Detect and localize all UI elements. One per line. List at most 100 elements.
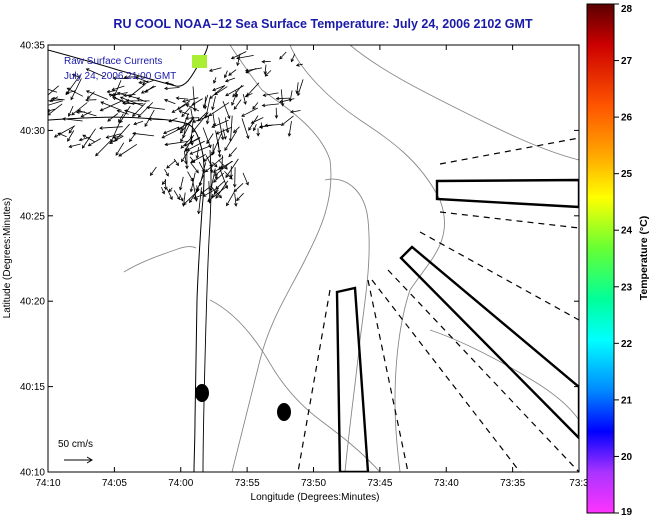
x-tick-label: 74:05	[102, 478, 127, 489]
current-vector-head	[289, 109, 294, 114]
x-tick-label: 73:50	[301, 478, 326, 489]
current-vector	[236, 192, 244, 201]
current-vector	[200, 185, 212, 195]
current-vector-head	[128, 94, 133, 98]
current-vector-head	[136, 97, 140, 101]
current-vector-head	[209, 187, 213, 192]
current-vector	[245, 68, 257, 74]
current-vector	[219, 167, 228, 189]
current-vector	[190, 162, 199, 173]
current-vector-head	[175, 162, 179, 167]
current-vector	[265, 70, 272, 77]
colorbar-tick-label: 21	[621, 395, 633, 406]
current-vector	[222, 128, 226, 140]
current-vector-head	[86, 95, 91, 100]
x-tick-label: 73:40	[434, 478, 459, 489]
current-vector-head	[234, 203, 238, 207]
current-vector	[296, 82, 299, 94]
current-vector	[189, 145, 212, 155]
current-vector-head	[144, 123, 148, 128]
current-vector	[263, 92, 279, 96]
current-vector	[48, 103, 63, 116]
current-vector	[213, 77, 217, 84]
current-vector	[113, 77, 130, 79]
current-vector-head	[49, 98, 54, 102]
current-vector-head	[243, 101, 247, 105]
current-vector-head	[211, 124, 215, 128]
legend-line-1: Raw Surface Currents	[64, 56, 162, 67]
current-vector-head	[122, 101, 126, 106]
current-vector-head	[225, 129, 230, 134]
current-vector-head	[213, 163, 218, 168]
current-vector-head	[261, 59, 266, 64]
current-vector-head	[217, 154, 222, 158]
scale-arrow	[64, 456, 93, 464]
current-vector-head	[218, 166, 222, 171]
current-vector-head	[116, 109, 121, 113]
x-tick-label: 73:55	[235, 478, 260, 489]
buoy-marker	[277, 403, 291, 421]
current-vector-head	[176, 196, 181, 201]
current-vector-head	[223, 74, 228, 79]
current-vector	[190, 108, 194, 120]
current-vector-head	[40, 106, 43, 109]
current-vector	[189, 188, 199, 203]
current-vector	[173, 190, 180, 200]
current-vector-head	[57, 132, 62, 136]
current-vector	[234, 193, 237, 207]
current-vector-head	[146, 105, 150, 110]
current-vector	[222, 100, 230, 119]
current-vector	[214, 86, 228, 96]
current-vector	[262, 103, 279, 106]
current-vector-head	[236, 62, 240, 67]
current-vector-head	[163, 130, 167, 135]
current-vector-head	[125, 99, 130, 103]
current-vector	[199, 162, 207, 186]
current-vector-head	[197, 117, 202, 122]
current-vector	[233, 126, 240, 133]
current-vector	[161, 179, 167, 185]
current-vector	[115, 142, 125, 156]
colorbar-tick-label: 22	[621, 339, 633, 350]
current-vector-head	[185, 165, 189, 170]
current-vector	[209, 67, 222, 72]
current-vector-head	[195, 169, 199, 174]
current-vector	[114, 123, 130, 142]
current-vector-head	[180, 145, 185, 149]
current-vector-head	[215, 131, 220, 135]
sampling-box	[399, 245, 579, 440]
current-vector	[129, 132, 136, 142]
current-vector-head	[144, 89, 149, 93]
x-axis-ticks: 74:10 74:05 74:00 73:55 73:50 73:45 73:40 73:35…	[35, 45, 589, 489]
current-vector	[148, 118, 163, 121]
current-vector-head	[123, 93, 127, 98]
current-vector-head	[106, 89, 111, 94]
current-vector	[259, 124, 273, 128]
current-vector-head	[280, 122, 285, 126]
current-vector	[228, 69, 237, 76]
current-vector-head	[274, 115, 279, 119]
current-vector-head	[166, 165, 170, 169]
current-vector-head	[252, 105, 256, 110]
current-vector-head	[137, 113, 142, 118]
current-vector	[197, 112, 207, 122]
current-vector	[181, 150, 190, 162]
current-vector	[100, 101, 122, 111]
current-vector	[253, 124, 257, 131]
current-vector	[118, 143, 138, 157]
current-vector-head	[110, 138, 114, 143]
current-vector	[252, 102, 259, 110]
current-vector-head	[81, 145, 86, 149]
current-vector	[207, 186, 226, 202]
current-vector	[215, 173, 218, 179]
current-vector-head	[39, 100, 42, 103]
current-vector	[182, 97, 199, 102]
current-vector	[225, 85, 244, 97]
current-vector-head	[224, 147, 228, 152]
current-vector	[163, 126, 180, 134]
current-vector-head	[65, 91, 69, 96]
colorbar-ticks: 28 27 26 25 24 23 22 21 20 19	[614, 3, 633, 518]
current-vector	[196, 147, 199, 159]
colorbar-tick-label: 19	[621, 507, 633, 518]
